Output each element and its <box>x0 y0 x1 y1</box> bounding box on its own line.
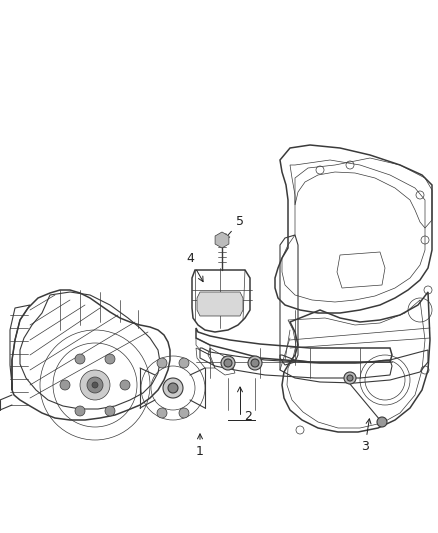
Circle shape <box>221 356 235 370</box>
Text: 3: 3 <box>361 419 371 453</box>
Circle shape <box>248 356 262 370</box>
Circle shape <box>105 406 115 416</box>
Circle shape <box>157 408 167 418</box>
Text: 4: 4 <box>186 252 203 281</box>
Circle shape <box>251 359 259 367</box>
Circle shape <box>347 375 353 381</box>
Circle shape <box>168 383 178 393</box>
Polygon shape <box>197 292 243 316</box>
Circle shape <box>157 358 167 368</box>
Circle shape <box>60 380 70 390</box>
Circle shape <box>75 406 85 416</box>
Circle shape <box>105 354 115 364</box>
Circle shape <box>163 378 183 398</box>
Circle shape <box>87 377 103 393</box>
Circle shape <box>344 372 356 384</box>
Circle shape <box>224 359 232 367</box>
Circle shape <box>120 380 130 390</box>
Circle shape <box>377 417 387 427</box>
Circle shape <box>179 358 189 368</box>
Text: 2: 2 <box>237 387 252 423</box>
Circle shape <box>75 354 85 364</box>
Circle shape <box>80 370 110 400</box>
Circle shape <box>92 382 98 388</box>
Circle shape <box>179 408 189 418</box>
Polygon shape <box>215 232 229 248</box>
Text: 1: 1 <box>196 434 204 458</box>
Text: 5: 5 <box>225 215 244 239</box>
